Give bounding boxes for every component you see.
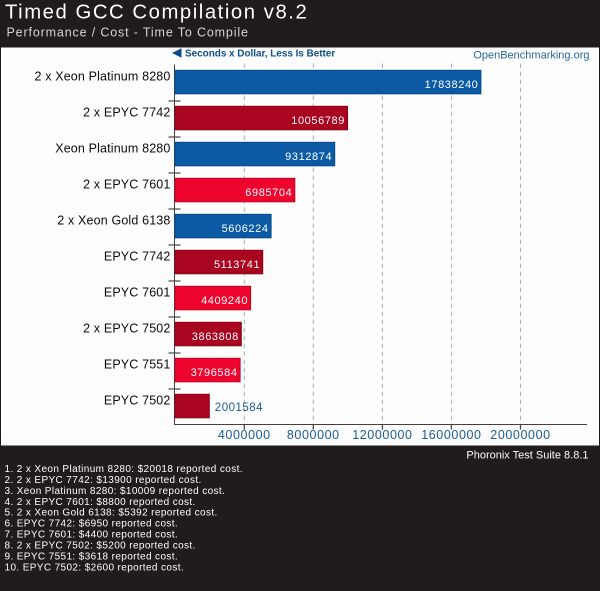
svg-text:3796584: 3796584 <box>191 367 238 379</box>
svg-text:EPYC 7742: EPYC 7742 <box>104 250 171 264</box>
svg-text:9312874: 9312874 <box>285 151 332 163</box>
svg-text:5. 2 x Xeon Gold 6138: $5392 r: 5. 2 x Xeon Gold 6138: $5392 reported co… <box>5 508 218 519</box>
svg-text:2001584: 2001584 <box>215 402 263 414</box>
svg-text:8. 2 x EPYC 7502: $5200 report: 8. 2 x EPYC 7502: $5200 reported cost. <box>5 541 196 552</box>
svg-text:5113741: 5113741 <box>214 259 260 271</box>
svg-text:16000000: 16000000 <box>421 428 481 442</box>
svg-text:8000000: 8000000 <box>287 428 340 442</box>
svg-text:1. 2 x Xeon Platinum 8280: $20: 1. 2 x Xeon Platinum 8280: $20018 report… <box>5 464 243 475</box>
svg-text:4409240: 4409240 <box>201 295 248 307</box>
svg-text:7. EPYC 7601: $4400 reported c: 7. EPYC 7601: $4400 reported cost. <box>5 530 179 541</box>
svg-text:9. EPYC 7551: $3618 reported c: 9. EPYC 7551: $3618 reported cost. <box>5 552 179 563</box>
svg-text:OpenBenchmarking.org: OpenBenchmarking.org <box>473 49 589 61</box>
svg-text:6985704: 6985704 <box>245 187 292 199</box>
svg-text:Xeon Platinum 8280: Xeon Platinum 8280 <box>55 142 170 156</box>
svg-text:4. 2 x EPYC 7601: $8800 report: 4. 2 x EPYC 7601: $8800 reported cost. <box>5 497 196 508</box>
svg-text:2 x Xeon Gold 6138: 2 x Xeon Gold 6138 <box>57 214 170 228</box>
svg-text:17838240: 17838240 <box>425 79 479 91</box>
svg-text:EPYC 7601: EPYC 7601 <box>104 286 171 300</box>
svg-text:4000000: 4000000 <box>218 428 271 442</box>
svg-text:5606224: 5606224 <box>222 223 269 235</box>
svg-text:Timed GCC Compilation v8.2: Timed GCC Compilation v8.2 <box>5 1 308 23</box>
svg-text:6. EPYC 7742: $6950 reported c: 6. EPYC 7742: $6950 reported cost. <box>5 519 179 530</box>
svg-text:12000000: 12000000 <box>352 428 412 442</box>
svg-text:Seconds x Dollar, Less Is Bett: Seconds x Dollar, Less Is Better <box>185 49 335 60</box>
svg-text:Phoronix Test Suite 8.8.1: Phoronix Test Suite 8.8.1 <box>466 450 588 462</box>
svg-text:10. EPYC 7502: $2600 reported: 10. EPYC 7502: $2600 reported cost. <box>5 563 185 574</box>
svg-text:2 x EPYC 7502: 2 x EPYC 7502 <box>83 322 170 336</box>
svg-text:3. Xeon Platinum 8280: $10009: 3. Xeon Platinum 8280: $10009 reported c… <box>5 486 226 497</box>
svg-text:EPYC 7551: EPYC 7551 <box>104 358 171 372</box>
svg-text:10056789: 10056789 <box>291 115 345 127</box>
svg-text:2. 2 x EPYC 7742: $13900 repor: 2. 2 x EPYC 7742: $13900 reported cost. <box>5 475 202 486</box>
svg-text:3863808: 3863808 <box>192 331 239 343</box>
svg-text:20000000: 20000000 <box>490 428 550 442</box>
svg-text:2 x Xeon Platinum 8280: 2 x Xeon Platinum 8280 <box>34 70 170 84</box>
svg-text:EPYC 7502: EPYC 7502 <box>104 394 171 408</box>
svg-text:2 x EPYC 7601: 2 x EPYC 7601 <box>83 178 170 192</box>
svg-text:2 x EPYC 7742: 2 x EPYC 7742 <box>83 106 170 120</box>
svg-text:Performance / Cost - Time To C: Performance / Cost - Time To Compile <box>7 25 249 39</box>
